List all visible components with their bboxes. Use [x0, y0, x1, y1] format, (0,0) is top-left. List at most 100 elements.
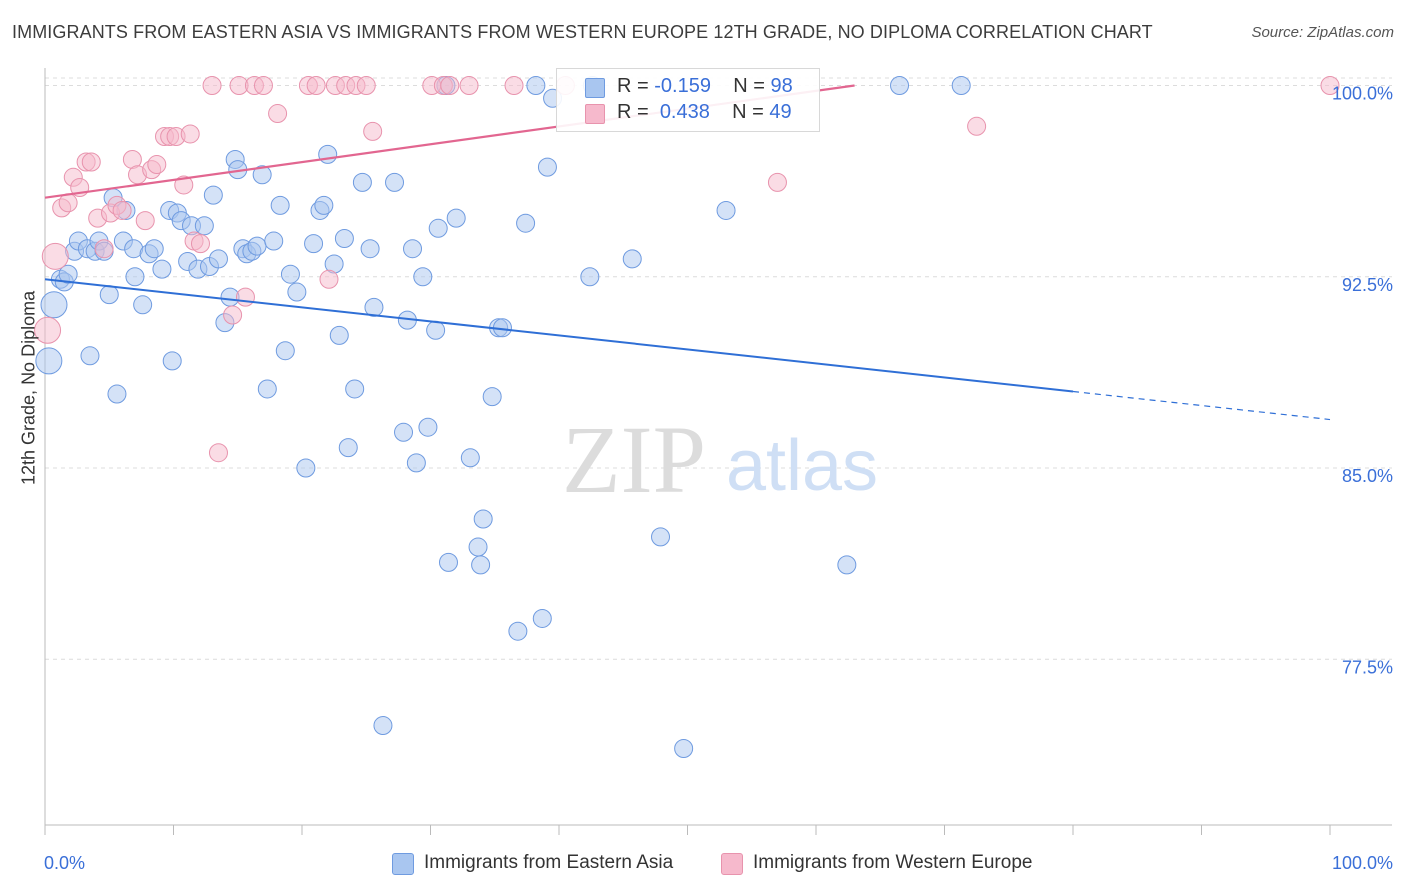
x-tick-label: 0.0%	[44, 853, 85, 873]
point-eastern-asia	[208, 249, 228, 269]
n-label: N =	[733, 75, 765, 97]
point-western-europe	[94, 239, 114, 259]
point-eastern-asia	[99, 285, 119, 305]
point-eastern-asia	[314, 195, 334, 215]
series-western-europe-points	[34, 76, 1340, 463]
point-eastern-asia	[35, 347, 63, 375]
point-western-europe	[268, 104, 288, 124]
point-eastern-asia	[80, 346, 100, 366]
point-western-europe	[112, 200, 132, 220]
point-eastern-asia	[296, 458, 316, 478]
chart-title: IMMIGRANTS FROM EASTERN ASIA VS IMMIGRAN…	[12, 22, 1153, 42]
point-eastern-asia	[373, 716, 393, 736]
point-western-europe	[363, 121, 383, 141]
r-value: -0.159	[654, 75, 711, 97]
series-eastern-asia-points	[35, 76, 971, 758]
point-eastern-asia	[252, 165, 272, 185]
point-eastern-asia	[152, 259, 172, 279]
point-eastern-asia	[125, 267, 145, 287]
point-eastern-asia	[247, 236, 267, 256]
r-label: R =	[617, 75, 649, 97]
r-label: R =	[617, 101, 649, 123]
point-eastern-asia	[406, 453, 426, 473]
point-western-europe	[1320, 76, 1340, 95]
point-eastern-asia	[318, 144, 338, 164]
watermark: ZIP atlas	[562, 406, 878, 513]
grid-lines	[45, 77, 1392, 660]
r-value: 0.438	[659, 101, 710, 123]
point-eastern-asia	[403, 239, 423, 259]
n-value: 49	[769, 101, 792, 123]
point-western-europe	[223, 305, 243, 325]
point-eastern-asia	[428, 218, 448, 238]
point-eastern-asia	[40, 291, 68, 319]
point-eastern-asia	[257, 379, 277, 399]
point-western-europe	[356, 76, 376, 95]
point-western-europe	[319, 269, 339, 289]
point-eastern-asia	[329, 325, 349, 345]
point-eastern-asia	[651, 527, 671, 547]
point-eastern-asia	[287, 282, 307, 302]
legend-swatch-pink	[721, 853, 743, 875]
point-eastern-asia	[837, 555, 857, 575]
point-western-europe	[504, 76, 524, 95]
point-western-europe	[135, 211, 155, 231]
point-western-europe	[81, 152, 101, 172]
point-eastern-asia	[264, 231, 284, 251]
point-eastern-asia	[203, 185, 223, 205]
point-eastern-asia	[890, 76, 910, 95]
point-eastern-asia	[107, 384, 127, 404]
y-tick-label: 85.0%	[1342, 466, 1393, 486]
correlation-legend: R = -0.159 N = 98 R = 0.438 N = 49	[556, 68, 820, 132]
n-label: N =	[732, 101, 764, 123]
point-eastern-asia	[364, 297, 384, 317]
point-eastern-asia	[580, 267, 600, 287]
point-eastern-asia	[275, 341, 295, 361]
y-tick-label: 77.5%	[1342, 657, 1393, 677]
point-western-europe	[235, 287, 255, 307]
point-eastern-asia	[360, 239, 380, 259]
point-eastern-asia	[304, 234, 324, 254]
point-eastern-asia	[532, 608, 552, 628]
point-eastern-asia	[338, 438, 358, 458]
point-eastern-asia	[345, 379, 365, 399]
point-eastern-asia	[468, 537, 488, 557]
point-western-europe	[253, 76, 273, 95]
point-western-europe	[306, 76, 326, 95]
point-eastern-asia	[508, 621, 528, 641]
y-tick-label: 100.0%	[1332, 84, 1393, 104]
point-western-europe	[967, 116, 987, 136]
source-note: Source: ZipAtlas.com	[1251, 24, 1394, 41]
point-eastern-asia	[58, 264, 78, 284]
point-western-europe	[190, 234, 210, 254]
point-eastern-asia	[385, 172, 405, 192]
point-eastern-asia	[526, 76, 546, 95]
point-eastern-asia	[413, 267, 433, 287]
point-western-europe	[767, 172, 787, 192]
legend-swatch-blue	[585, 78, 605, 98]
legend-label: Immigrants from Eastern Asia	[424, 852, 674, 873]
point-eastern-asia	[438, 552, 458, 572]
point-eastern-asia	[144, 239, 164, 259]
legend-label: Immigrants from Western Europe	[753, 852, 1033, 873]
point-western-europe	[147, 155, 167, 175]
n-value: 98	[770, 75, 793, 97]
point-eastern-asia	[270, 195, 290, 215]
point-western-europe	[180, 124, 200, 144]
point-eastern-asia	[716, 200, 736, 220]
point-eastern-asia	[426, 320, 446, 340]
watermark-atlas: atlas	[726, 426, 878, 506]
point-eastern-asia	[951, 76, 971, 95]
point-eastern-asia	[162, 351, 182, 371]
point-western-europe	[58, 193, 78, 213]
legend-swatch-blue	[392, 853, 414, 875]
point-western-europe	[34, 316, 62, 344]
point-western-europe	[41, 242, 69, 270]
point-western-europe	[202, 76, 222, 95]
point-eastern-asia	[460, 448, 480, 468]
point-eastern-asia	[482, 387, 502, 407]
watermark-zip: ZIP	[562, 406, 706, 513]
point-eastern-asia	[537, 157, 557, 177]
trend-line-eastern-asia-extension	[1072, 390, 1331, 421]
